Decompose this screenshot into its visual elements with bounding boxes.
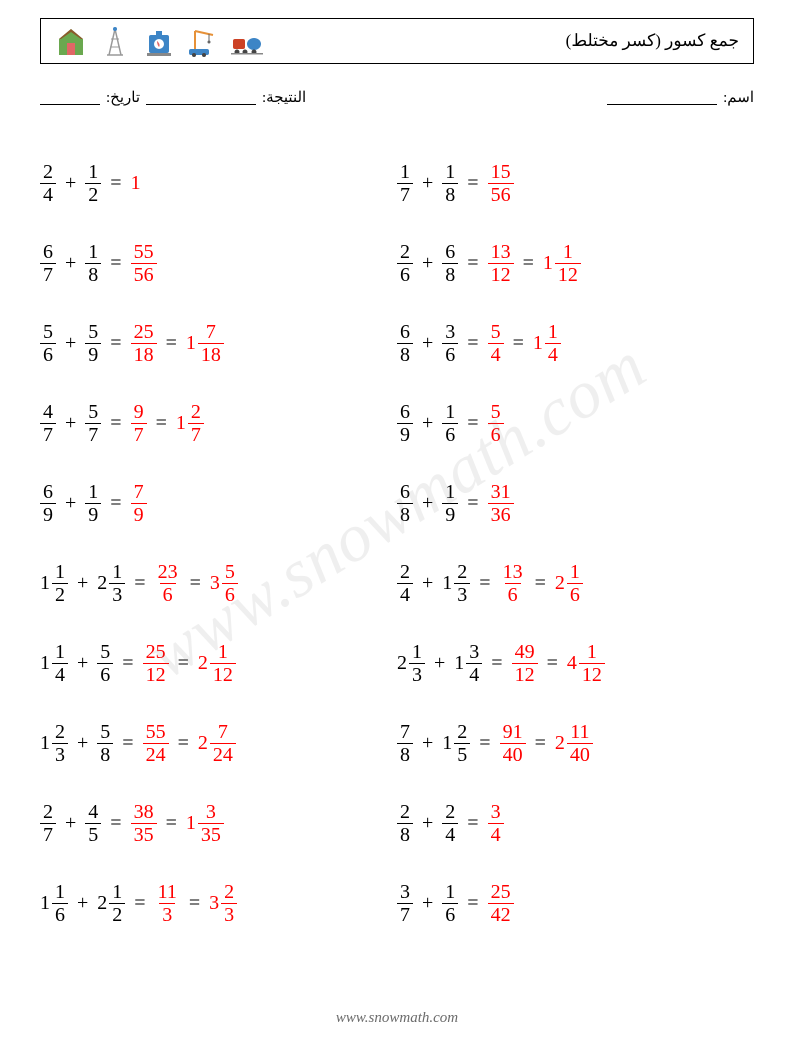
problem-row: 69+16=56	[397, 383, 754, 463]
score-label: النتيجة:	[262, 88, 306, 107]
problem-row: 68+36=54=114	[397, 303, 754, 383]
problem-row: 67+18=5556	[40, 223, 397, 303]
problem-row: 56+59=2518=1718	[40, 303, 397, 383]
train-icon	[231, 25, 263, 57]
worksheet-title: جمع كسور (كسر مختلط)	[566, 31, 739, 51]
problem-row: 78+125=9140=21140	[397, 703, 754, 783]
crane-icon	[187, 25, 219, 57]
meta-row: اسم: النتيجة: تاريخ:	[40, 88, 754, 107]
column-left: 24+12=167+18=555656+59=2518=171847+57=97…	[40, 143, 397, 943]
problem-row: 69+19=79	[40, 463, 397, 543]
column-right: 17+18=155626+68=1312=111268+36=54=11469+…	[397, 143, 754, 943]
problem-row: 213+134=4912=4112	[397, 623, 754, 703]
tank-icon	[143, 25, 175, 57]
problem-row: 68+19=3136	[397, 463, 754, 543]
problem-row: 114+56=2512=2112	[40, 623, 397, 703]
problems-grid: 24+12=167+18=555656+59=2518=171847+57=97…	[40, 143, 754, 943]
problem-row: 112+213=236=356	[40, 543, 397, 623]
problem-row: 28+24=34	[397, 783, 754, 863]
barn-icon	[55, 25, 87, 57]
problem-row: 24+12=1	[40, 143, 397, 223]
footer: www.snowmath.com	[0, 1010, 794, 1027]
problem-row: 47+57=97=127	[40, 383, 397, 463]
problem-row: 37+16=2542	[397, 863, 754, 943]
header-box: جمع كسور (كسر مختلط)	[40, 18, 754, 64]
tower-icon	[99, 25, 131, 57]
problem-row: 27+45=3835=1335	[40, 783, 397, 863]
header-icons	[55, 25, 263, 57]
name-label: اسم:	[723, 88, 754, 107]
problem-row: 24+123=136=216	[397, 543, 754, 623]
date-blank[interactable]	[40, 90, 100, 105]
name-blank[interactable]	[607, 90, 717, 105]
problem-row: 17+18=1556	[397, 143, 754, 223]
date-label: تاريخ:	[106, 88, 140, 107]
problem-row: 123+58=5524=2724	[40, 703, 397, 783]
score-blank[interactable]	[146, 90, 256, 105]
problem-row: 26+68=1312=1112	[397, 223, 754, 303]
problem-row: 116+212=113=323	[40, 863, 397, 943]
